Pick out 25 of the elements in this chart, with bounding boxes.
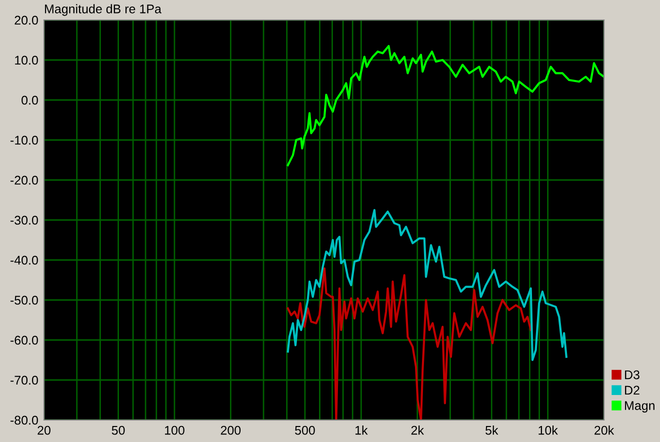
y-tick-label: -20.0 — [10, 176, 38, 185]
y-tick-label: 0.0 — [22, 96, 38, 105]
y-tick-label: -10.0 — [10, 136, 38, 145]
y-tick-label: 10.0 — [15, 56, 38, 65]
x-tick-label: 10k — [538, 426, 558, 435]
legend-label: D3 — [625, 370, 640, 380]
legend-label: D2 — [625, 386, 640, 395]
y-tick-label: 20.0 — [14, 16, 38, 25]
y-tick-label: -50.0 — [10, 296, 38, 305]
x-tick-label: 5k — [486, 426, 498, 435]
legend-label: Magn — [625, 401, 654, 412]
x-tick-label: 20k — [594, 426, 614, 435]
x-tick-label: 1k — [355, 426, 368, 435]
y-tick-label: -70.0 — [10, 376, 38, 385]
y-tick-label: -40.0 — [10, 256, 38, 265]
y-tick-label: -60.0 — [10, 336, 38, 345]
x-tick-label: 200 — [220, 426, 241, 435]
x-tick-label: 20 — [38, 426, 50, 435]
x-tick-label: 100 — [165, 426, 184, 435]
x-tick-label: 50 — [112, 426, 125, 435]
x-tick-label: 500 — [295, 426, 315, 435]
x-tick-label: 2k — [411, 426, 424, 435]
y-tick-label: -80.0 — [10, 416, 38, 425]
y-axis-title: Magnitude dB re 1Pa — [45, 4, 162, 16]
y-tick-label: -30.0 — [10, 216, 38, 225]
